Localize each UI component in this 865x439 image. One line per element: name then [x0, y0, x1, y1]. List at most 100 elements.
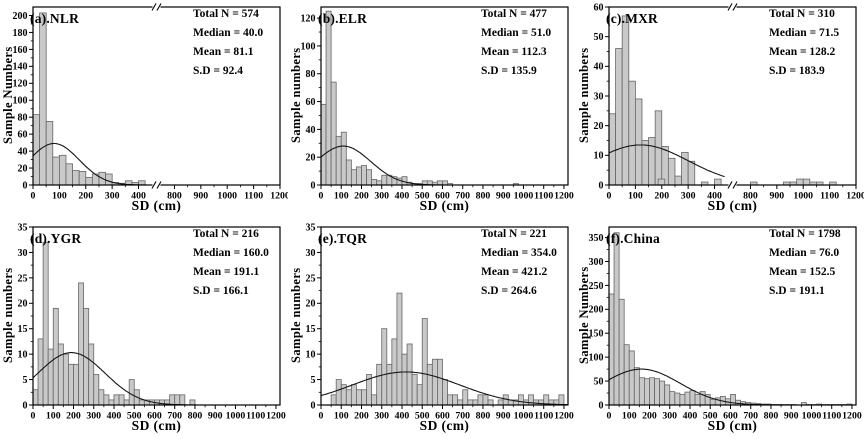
- x-tick-label: 800: [476, 191, 491, 202]
- histogram-bar: [615, 48, 623, 186]
- y-tick-label: 60: [18, 130, 28, 141]
- histogram-bar: [376, 363, 383, 406]
- histogram-bar: [356, 166, 362, 186]
- y-tick-label: 200: [589, 305, 604, 316]
- histogram-bar: [517, 394, 524, 406]
- x-tick-label: 0: [31, 411, 36, 422]
- x-tick-label: 600: [723, 411, 738, 422]
- histogram-bar: [113, 394, 120, 406]
- x-axis-label: SD (cm): [707, 198, 758, 213]
- x-tick-label: 0: [607, 191, 612, 202]
- x-axis-label: SD (cm): [419, 418, 470, 433]
- histogram-bar: [381, 174, 388, 186]
- histogram-bar: [105, 173, 113, 186]
- stat-sd: S.D = 264.6: [481, 285, 537, 297]
- histogram-bar: [93, 374, 100, 406]
- stat-median: Median = 71.5: [769, 27, 840, 39]
- histogram-f: 0 100 200 300 400 500 600 700 800 900 1000 1100 1200…: [576, 220, 864, 439]
- histogram-bar: [628, 350, 635, 406]
- y-tick-label: 20: [306, 153, 316, 164]
- x-tick-label: 1000: [793, 191, 813, 202]
- stat-median: Median = 76.0: [769, 247, 840, 259]
- histogram-bar: [674, 392, 681, 406]
- y-tick-label: 80: [306, 69, 316, 80]
- x-tick-label: 1200: [554, 191, 574, 202]
- fit-curve: [320, 371, 568, 406]
- x-tick-label: 500: [703, 411, 718, 422]
- y-tick-label: 30: [594, 91, 604, 102]
- axis-break-mark: [156, 181, 162, 189]
- y-tick-label: 20: [306, 299, 316, 310]
- histogram-bar: [371, 179, 378, 186]
- y-tick-label: 50: [594, 376, 604, 387]
- histogram-bar: [138, 399, 145, 406]
- x-tick-label: 0: [607, 411, 612, 422]
- histogram-bar: [189, 399, 196, 406]
- histogram-bar: [447, 394, 453, 406]
- x-tick-label: 500: [127, 411, 142, 422]
- histogram-bar: [664, 384, 671, 406]
- panel-title: (c).MXR: [606, 11, 658, 26]
- histogram-bar: [533, 399, 540, 406]
- panel-e-tqr: 0 100 200 300 400 500 600 700 800 900 1000 1100 1200…: [288, 220, 576, 439]
- histogram-bar: [88, 343, 95, 406]
- histogram-bar: [462, 389, 469, 406]
- y-tick-label: 5: [23, 375, 28, 386]
- y-tick-label: 50: [594, 32, 604, 43]
- histogram-bar: [654, 378, 661, 406]
- histogram-bar: [679, 394, 686, 406]
- histogram-bar: [426, 363, 433, 406]
- x-tick-label: 600: [147, 411, 162, 422]
- x-tick-label: 300: [662, 411, 677, 422]
- histogram-bar: [396, 292, 403, 406]
- x-tick-label: 1100: [820, 191, 839, 202]
- histogram-bar: [78, 282, 85, 406]
- x-tick-label: 1000: [217, 191, 237, 202]
- x-tick-label: 1200: [554, 411, 574, 422]
- x-tick-label: 1100: [534, 191, 553, 202]
- y-tick-label: 10: [594, 151, 604, 162]
- stat-sd: S.D = 166.1: [193, 285, 249, 297]
- axis-break-gap: [152, 183, 161, 187]
- x-tick-label: 200: [354, 191, 369, 202]
- x-tick-label: 300: [86, 411, 101, 422]
- x-axis-label: SD (cm): [131, 418, 182, 433]
- histogram-bar: [58, 154, 67, 186]
- x-tick-label: 900: [496, 411, 511, 422]
- stats-box: Total N = 477 Median = 51.0 Mean = 112.3…: [481, 5, 551, 81]
- histogram-bar: [85, 176, 93, 186]
- stat-sd: S.D = 191.1: [769, 285, 825, 297]
- histogram-bar: [98, 389, 105, 406]
- y-tick-label: 0: [23, 180, 28, 191]
- histogram-bar: [437, 358, 443, 406]
- histogram-bar: [442, 180, 448, 186]
- x-tick-label: 0: [319, 411, 324, 422]
- stat-mean: Mean = 191.1: [193, 266, 260, 278]
- histogram-bar: [558, 394, 565, 406]
- histogram-bar: [72, 170, 80, 186]
- histogram-bar: [416, 384, 423, 406]
- y-tick-label: 100: [589, 353, 604, 364]
- fit-curve: [608, 144, 725, 178]
- histogram-bar: [411, 374, 418, 406]
- histogram-bar: [361, 165, 367, 186]
- y-axis-label: Sample numbers: [289, 267, 303, 363]
- stat-sd: S.D = 183.9: [769, 65, 825, 77]
- histogram-bar: [32, 389, 39, 406]
- y-tick-label: 160: [13, 45, 28, 56]
- histogram-bar: [628, 80, 636, 186]
- histogram-bar: [356, 389, 362, 406]
- axis-break-mark: [727, 3, 733, 11]
- histogram-bar: [634, 98, 643, 186]
- x-tick-label: 700: [455, 411, 470, 422]
- y-tick-label: 60: [594, 2, 604, 13]
- y-tick-label: 150: [589, 329, 604, 340]
- x-tick-label: 900: [208, 411, 223, 422]
- histogram-bar: [68, 363, 74, 406]
- y-tick-label: 120: [13, 79, 28, 90]
- x-tick-label: 0: [319, 191, 324, 202]
- histogram-bar: [633, 367, 640, 406]
- x-tick-label: 1200: [842, 411, 862, 422]
- histogram-bar: [32, 114, 40, 186]
